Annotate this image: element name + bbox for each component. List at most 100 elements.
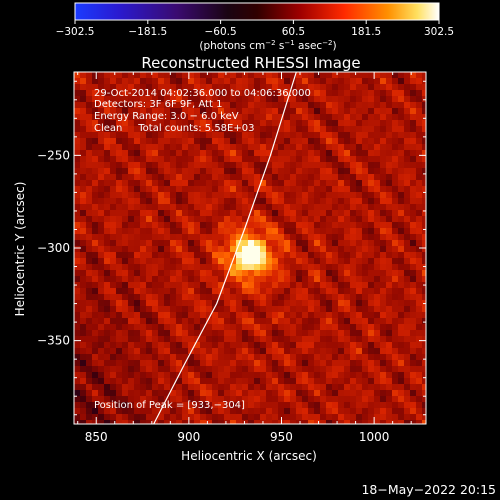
- heatmap-cell: [188, 408, 195, 415]
- heatmap-cell: [422, 198, 426, 205]
- heatmap-cell: [344, 372, 351, 379]
- heatmap-cell: [74, 84, 81, 91]
- x-tick-label: 950: [270, 430, 293, 444]
- heatmap-cell: [254, 156, 261, 163]
- heatmap-cell: [308, 156, 315, 163]
- heatmap-cell: [296, 138, 303, 145]
- heatmap-cell: [416, 150, 423, 157]
- heatmap-cell: [206, 330, 213, 337]
- heatmap-cell: [248, 198, 255, 205]
- heatmap-cell: [224, 288, 231, 295]
- heatmap-cell: [248, 378, 255, 385]
- heatmap-cell: [122, 198, 129, 205]
- heatmap-cell: [128, 240, 135, 247]
- heatmap-cell: [338, 360, 345, 367]
- y-tick-label: −300: [37, 241, 70, 255]
- heatmap-cell: [224, 120, 231, 127]
- heatmap-cell: [104, 288, 111, 295]
- heatmap-cell: [104, 372, 111, 379]
- heatmap-cell: [116, 360, 123, 367]
- heatmap-cell: [188, 270, 195, 277]
- heatmap-cell: [116, 162, 123, 169]
- heatmap-cell: [326, 270, 333, 277]
- heatmap-cell: [236, 114, 243, 121]
- heatmap-cell: [380, 354, 387, 361]
- heatmap-cell: [224, 360, 231, 367]
- heatmap-cell: [410, 312, 417, 319]
- heatmap-cell: [314, 90, 321, 97]
- heatmap-cell: [194, 228, 201, 235]
- heatmap-cell: [272, 108, 279, 115]
- heatmap-cell: [266, 402, 273, 409]
- heatmap-cell: [392, 318, 399, 325]
- heatmap-cell: [386, 156, 393, 163]
- heatmap-cell: [182, 90, 189, 97]
- heatmap-cell: [164, 258, 171, 265]
- heatmap-cell: [296, 306, 303, 313]
- heatmap-cell: [332, 246, 339, 253]
- heatmap-cell: [278, 78, 285, 85]
- heatmap-cell: [344, 414, 351, 421]
- heatmap-cell: [284, 78, 291, 85]
- heatmap-cell: [158, 342, 165, 349]
- heatmap-cell: [422, 114, 426, 121]
- heatmap-cell: [152, 408, 159, 415]
- heatmap-cell: [236, 282, 243, 289]
- heatmap-cell: [416, 84, 423, 91]
- heatmap-cell: [110, 276, 117, 283]
- heatmap-cell: [350, 318, 357, 325]
- heatmap-cell: [128, 186, 135, 193]
- heatmap-cell: [140, 162, 147, 169]
- heatmap-cell: [266, 180, 273, 187]
- heatmap-cell: [212, 324, 219, 331]
- heatmap-cell: [116, 354, 123, 361]
- heatmap-cell: [380, 174, 387, 181]
- heatmap-cell: [284, 282, 291, 289]
- heatmap-cell: [308, 114, 315, 121]
- heatmap-cell: [314, 276, 321, 283]
- heatmap-cell: [302, 390, 309, 397]
- heatmap-cell: [392, 210, 399, 217]
- heatmap-cell: [188, 174, 195, 181]
- heatmap-cell: [188, 366, 195, 373]
- heatmap-cell: [80, 114, 87, 121]
- heatmap-cell: [374, 360, 381, 367]
- heatmap-cell: [278, 402, 285, 409]
- heatmap-cell: [218, 300, 225, 307]
- heatmap-cell: [296, 120, 303, 127]
- heatmap-cell: [338, 390, 345, 397]
- heatmap-cell: [404, 360, 411, 367]
- heatmap-cell: [212, 186, 219, 193]
- heatmap-cell: [242, 84, 249, 91]
- heatmap-cell: [122, 216, 129, 223]
- heatmap-cell: [230, 408, 237, 415]
- heatmap-cell: [380, 156, 387, 163]
- heatmap-cell: [416, 324, 423, 331]
- heatmap-cell: [260, 156, 267, 163]
- heatmap-cell: [290, 288, 297, 295]
- heatmap-cell: [182, 330, 189, 337]
- heatmap-cell: [416, 138, 423, 145]
- heatmap-cell: [338, 252, 345, 259]
- heatmap-cell: [182, 336, 189, 343]
- heatmap-cell: [374, 420, 381, 424]
- heatmap-cell: [146, 396, 153, 403]
- heatmap-cell: [128, 342, 135, 349]
- heatmap-cell: [224, 378, 231, 385]
- heatmap-cell: [302, 186, 309, 193]
- heatmap-cell: [368, 300, 375, 307]
- heatmap-cell: [320, 132, 327, 139]
- heatmap-cell: [152, 222, 159, 229]
- heatmap-cell: [290, 204, 297, 211]
- heatmap-cell: [422, 342, 426, 349]
- heatmap-cell: [374, 78, 381, 85]
- heatmap-cell: [170, 252, 177, 259]
- heatmap-cell: [380, 294, 387, 301]
- heatmap-cell: [92, 264, 99, 271]
- heatmap-cell: [392, 372, 399, 379]
- heatmap-cell: [296, 408, 303, 415]
- heatmap-cell: [320, 186, 327, 193]
- heatmap-cell: [362, 246, 369, 253]
- heatmap-cell: [122, 156, 129, 163]
- heatmap-cell: [116, 210, 123, 217]
